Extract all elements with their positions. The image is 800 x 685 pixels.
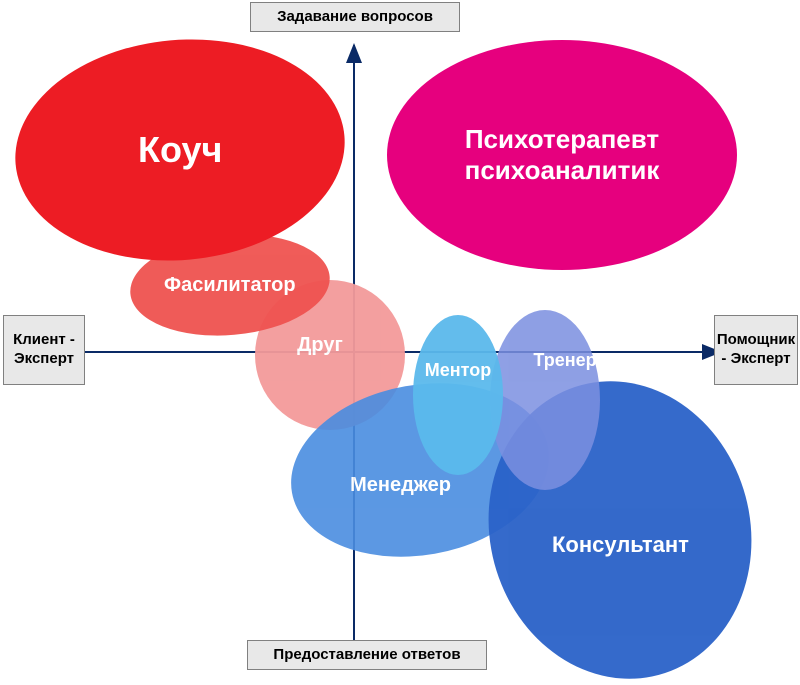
axis-label-bottom: Предоставление ответов bbox=[247, 640, 487, 670]
ellipse-consultant-label: Консультант bbox=[552, 532, 689, 558]
axis-label-top: Задавание вопросов bbox=[250, 2, 460, 32]
axis-label-top-text: Задавание вопросов bbox=[277, 8, 433, 27]
ellipse-coach: Коуч bbox=[6, 26, 354, 274]
ellipse-mentor-label: Ментор bbox=[425, 360, 491, 381]
quadrant-diagram: { "canvas": { "width": 800, "height": 68… bbox=[0, 0, 800, 685]
axis-label-left-text: Клиент - Эксперт bbox=[12, 331, 76, 369]
ellipse-trainer-label: Тренер bbox=[533, 350, 596, 371]
ellipse-mentor: Ментор bbox=[413, 315, 503, 475]
ellipse-facilitator-label: Фасилитатор bbox=[164, 274, 296, 297]
ellipse-friend-label: Друг bbox=[297, 334, 343, 357]
axis-label-right-text: Помощник - Эксперт bbox=[717, 331, 795, 369]
ellipse-trainer: Тренер bbox=[490, 310, 600, 490]
axis-label-right: Помощник - Эксперт bbox=[714, 315, 798, 385]
axis-label-left: Клиент - Эксперт bbox=[3, 315, 85, 385]
axis-label-bottom-text: Предоставление ответов bbox=[273, 646, 460, 665]
ellipse-psycho: Психотерапевт психоаналитик bbox=[387, 40, 737, 270]
ellipse-manager-label: Менеджер bbox=[350, 474, 451, 497]
ellipse-coach-label: Коуч bbox=[138, 129, 222, 171]
ellipse-psycho-label: Психотерапевт психоаналитик bbox=[465, 124, 660, 186]
